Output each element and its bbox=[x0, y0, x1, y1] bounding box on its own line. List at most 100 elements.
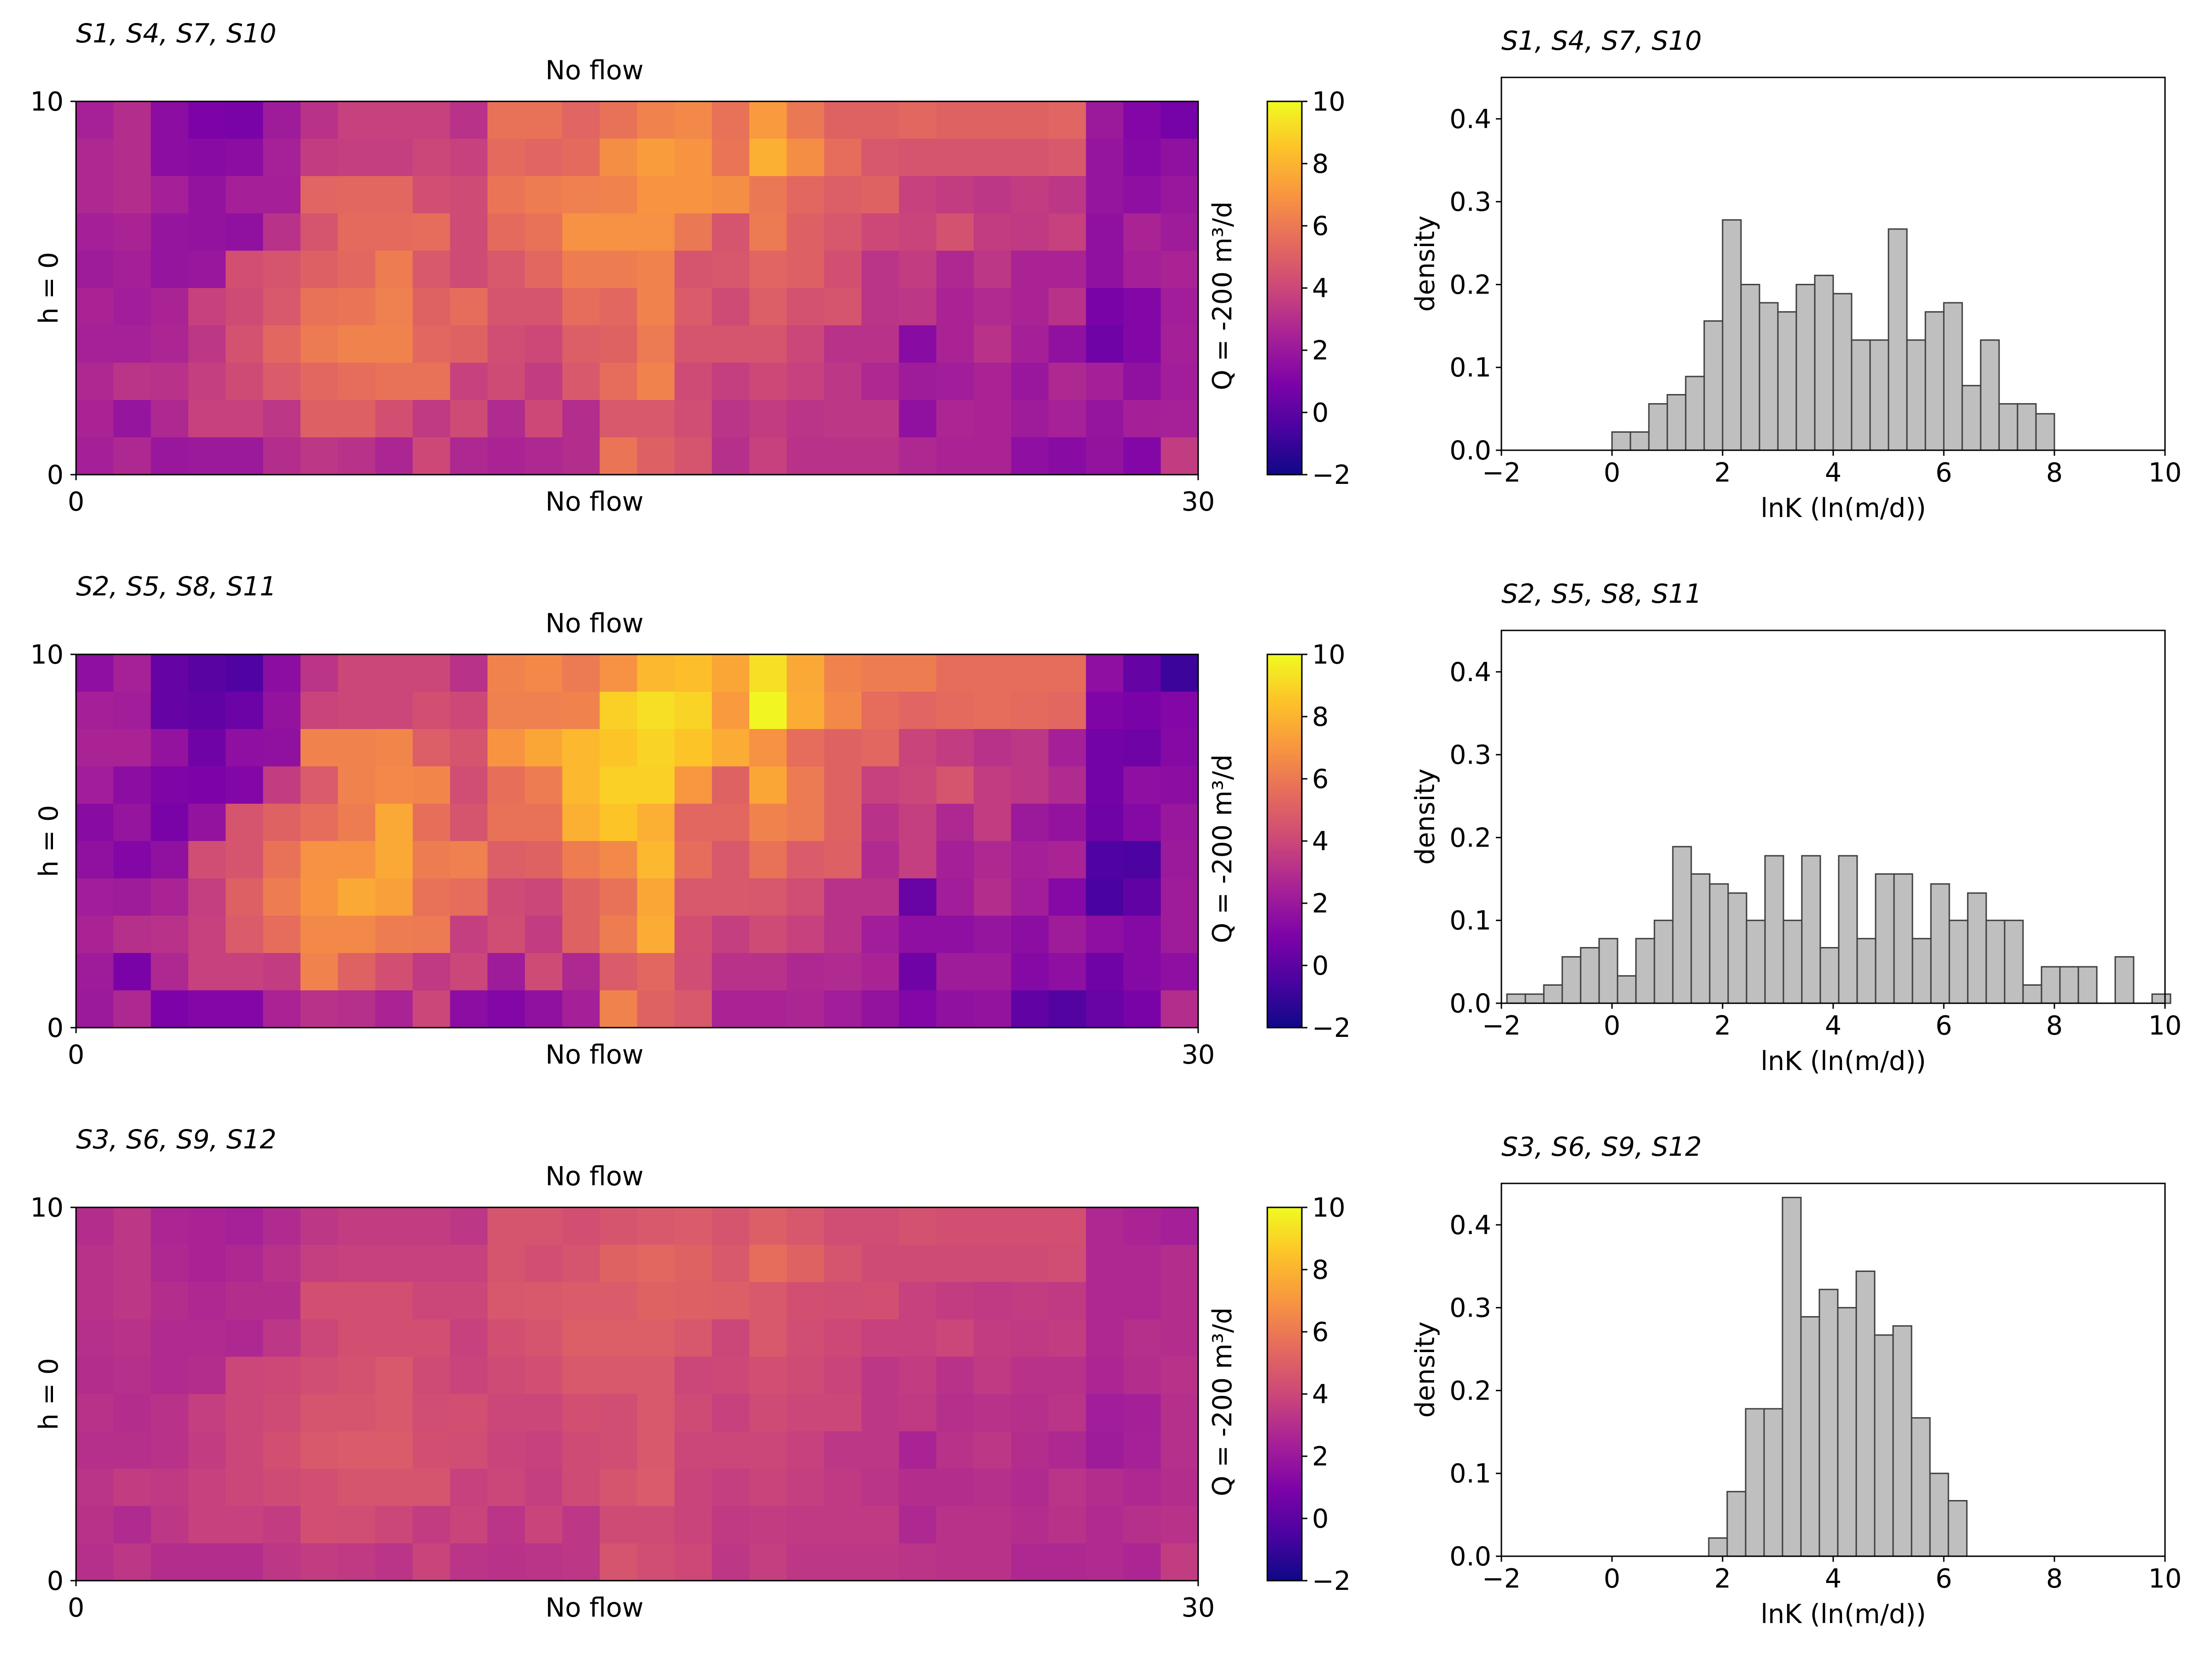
heatmap-cell bbox=[861, 1245, 900, 1282]
heatmap-cell bbox=[674, 804, 712, 841]
heatmap-cell bbox=[600, 916, 638, 953]
heatmap-2-ytick-bottom: 0 bbox=[47, 1013, 64, 1043]
colorbar-segment bbox=[1267, 717, 1302, 720]
heatmap-cell bbox=[450, 1319, 488, 1357]
histogram-ytick-label: 0.1 bbox=[1449, 1459, 1491, 1489]
colorbar-segment bbox=[1267, 732, 1302, 736]
heatmap-cell bbox=[712, 916, 750, 953]
heatmap-cell bbox=[412, 1319, 451, 1357]
heatmap-cell bbox=[151, 1207, 189, 1245]
colorbar-segment bbox=[1267, 903, 1302, 907]
colorbar-segment bbox=[1267, 785, 1302, 789]
colorbar-segment bbox=[1267, 900, 1302, 904]
heatmap-cell bbox=[899, 990, 937, 1028]
colorbar-segment bbox=[1267, 707, 1302, 711]
heatmap-cell bbox=[525, 841, 563, 879]
colorbar-segment bbox=[1267, 1241, 1302, 1245]
heatmap-cell bbox=[450, 841, 488, 879]
heatmap-cell bbox=[151, 1319, 189, 1357]
colorbar-segment bbox=[1267, 878, 1302, 882]
heatmap-cell bbox=[76, 766, 114, 804]
heatmap-cell bbox=[899, 139, 937, 176]
colorbar-segment bbox=[1267, 247, 1302, 251]
colorbar-segment bbox=[1267, 937, 1302, 941]
colorbar-segment bbox=[1267, 1509, 1302, 1513]
colorbar-segment bbox=[1267, 1291, 1302, 1295]
histogram-bar bbox=[1800, 1316, 1820, 1557]
histogram-bar bbox=[1875, 873, 1895, 1004]
colorbar-segment bbox=[1267, 1272, 1302, 1277]
histogram-bar bbox=[1703, 320, 1724, 451]
heatmap-cell bbox=[1048, 990, 1087, 1028]
heatmap-cell bbox=[375, 804, 413, 841]
heatmap-cell bbox=[1048, 841, 1087, 879]
heatmap-cell bbox=[450, 692, 488, 729]
heatmap-cell bbox=[974, 363, 1012, 400]
heatmap-cell bbox=[600, 1357, 638, 1394]
heatmap-cell bbox=[787, 729, 824, 767]
colorbar-segment bbox=[1267, 1024, 1302, 1028]
heatmap-cell bbox=[450, 1245, 488, 1282]
colorbar-segment bbox=[1267, 1384, 1302, 1388]
heatmap-cell bbox=[674, 213, 712, 251]
heatmap-cell bbox=[600, 288, 638, 326]
heatmap-cell bbox=[824, 400, 862, 438]
colorbar-segment bbox=[1267, 760, 1302, 764]
heatmap-cell bbox=[936, 139, 974, 176]
heatmap-cell bbox=[525, 1394, 563, 1432]
histogram-bar bbox=[2059, 966, 2079, 1004]
colorbar-segment bbox=[1267, 1450, 1302, 1454]
heatmap-cell bbox=[861, 325, 900, 363]
histogram-bar bbox=[1814, 275, 1834, 451]
colorbar-segment bbox=[1267, 1251, 1302, 1255]
heatmap-cell bbox=[1160, 251, 1199, 288]
heatmap-cell bbox=[1160, 692, 1199, 729]
heatmap-cell bbox=[861, 766, 900, 804]
heatmap-cell bbox=[1048, 916, 1087, 953]
heatmap-cell bbox=[412, 101, 451, 139]
colorbar-segment bbox=[1267, 1494, 1302, 1497]
heatmap-cell bbox=[76, 325, 114, 363]
heatmap-cell bbox=[188, 916, 226, 953]
colorbar-segment bbox=[1267, 1515, 1302, 1519]
heatmap-cell bbox=[375, 1357, 413, 1394]
heatmap-cell bbox=[113, 1506, 151, 1544]
heatmap-cell bbox=[263, 363, 301, 400]
colorbar-segment bbox=[1267, 853, 1302, 857]
heatmap-cell bbox=[76, 139, 114, 176]
heatmap-cell bbox=[1048, 1245, 1087, 1282]
heatmap-cell bbox=[151, 1394, 189, 1432]
heatmap-cell bbox=[188, 766, 226, 804]
heatmap-cell bbox=[787, 916, 824, 953]
heatmap-cell bbox=[749, 437, 787, 475]
colorbar-segment bbox=[1267, 288, 1302, 292]
heatmap-cell bbox=[637, 176, 675, 214]
heatmap-cell bbox=[300, 1245, 338, 1282]
heatmap-cell bbox=[1011, 139, 1049, 176]
heatmap-cell bbox=[936, 1282, 974, 1320]
heatmap-cell bbox=[562, 1543, 600, 1581]
histogram-xtick-label: 8 bbox=[2046, 1011, 2063, 1041]
colorbar-segment bbox=[1267, 738, 1302, 742]
heatmap-cell bbox=[225, 251, 264, 288]
heatmap-cell bbox=[787, 400, 824, 438]
heatmap-cell bbox=[562, 1431, 600, 1469]
heatmap-cell bbox=[113, 325, 151, 363]
colorbar-segment bbox=[1267, 1325, 1302, 1330]
colorbar-segment bbox=[1267, 819, 1302, 823]
heatmap-cell bbox=[562, 139, 600, 176]
heatmap-cell bbox=[974, 213, 1012, 251]
heatmap-cell bbox=[600, 1245, 638, 1282]
colorbar-segment bbox=[1267, 925, 1302, 929]
heatmap-cell bbox=[450, 176, 488, 214]
heatmap-cell bbox=[525, 176, 563, 214]
colorbar-segment bbox=[1267, 788, 1302, 792]
heatmap-cell bbox=[300, 325, 338, 363]
heatmap-cell bbox=[1160, 1394, 1199, 1432]
colorbar-segment bbox=[1267, 741, 1302, 745]
colorbar-segment bbox=[1267, 959, 1302, 963]
heatmap-cell bbox=[1011, 916, 1049, 953]
colorbar-segment bbox=[1267, 341, 1302, 345]
heatmap-cell bbox=[974, 1207, 1012, 1245]
heatmap-cell bbox=[1011, 1207, 1049, 1245]
